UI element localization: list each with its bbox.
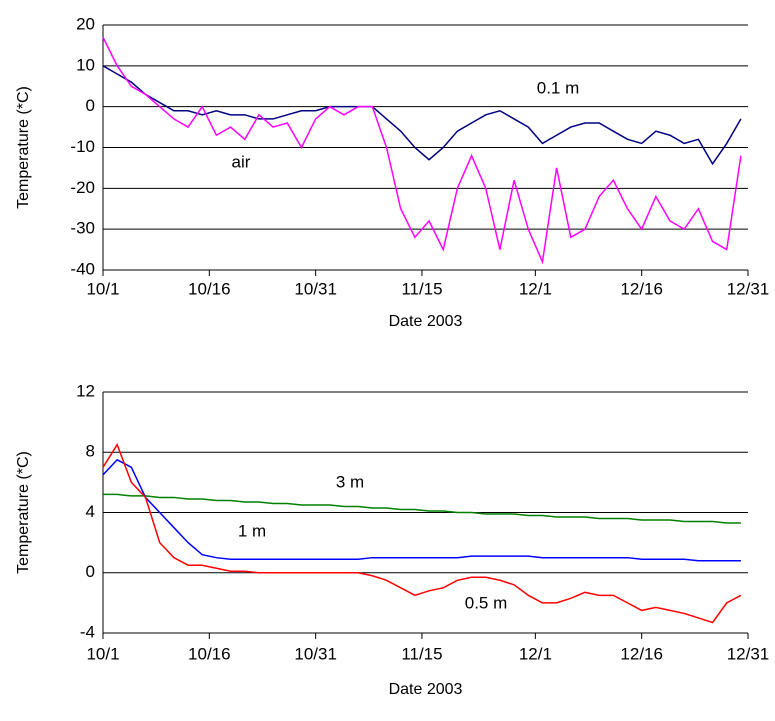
- y-tick-label: 0: [86, 562, 95, 581]
- x-axis-label: Date 2003: [389, 313, 463, 330]
- x-tick-label: 12/16: [620, 279, 663, 298]
- series-label: 0.5 m: [465, 593, 508, 612]
- series-label: 3 m: [336, 472, 364, 491]
- x-tick-label: 12/1: [519, 279, 552, 298]
- x-tick-label: 11/15: [401, 644, 442, 663]
- x-tick-label: 10/16: [188, 644, 231, 663]
- y-tick-label: 0: [86, 96, 95, 115]
- y-axis-label: Temperature (*C): [15, 86, 32, 209]
- x-tick-label: 10/1: [86, 279, 119, 298]
- x-tick-label: 11/15: [401, 279, 442, 298]
- x-tick-label: 12/16: [620, 644, 663, 663]
- series-label: 0.1 m: [537, 78, 580, 97]
- y-tick-label: -30: [70, 219, 95, 238]
- x-axis-label: Date 2003: [389, 681, 463, 698]
- series-line: [102, 65, 742, 166]
- x-tick-label: 10/1: [86, 644, 119, 663]
- series-label: 1 m: [238, 521, 266, 540]
- x-tick-label: 12/31: [727, 644, 770, 663]
- y-tick-label: 10: [76, 55, 95, 74]
- y-tick-label: 4: [86, 502, 95, 521]
- x-tick-label: 12/1: [519, 644, 552, 663]
- series-line: [102, 36, 742, 265]
- x-tick-label: 10/31: [294, 279, 337, 298]
- y-tick-label: -10: [70, 137, 95, 156]
- y-tick-label: 20: [76, 14, 95, 33]
- y-axis-label: Temperature (*C): [15, 451, 32, 574]
- series-line: [102, 458, 741, 562]
- y-tick-label: 8: [86, 442, 95, 461]
- y-tick-label: -20: [70, 178, 95, 197]
- x-tick-label: 10/31: [294, 644, 337, 663]
- x-tick-label: 10/16: [188, 279, 231, 298]
- y-tick-label: -40: [70, 259, 95, 278]
- series-line: [102, 443, 742, 624]
- series-label: air: [232, 152, 251, 171]
- y-tick-label: -4: [80, 622, 95, 641]
- series-line: [103, 493, 741, 524]
- x-tick-label: 12/31: [727, 279, 770, 298]
- y-tick-label: 12: [76, 381, 95, 400]
